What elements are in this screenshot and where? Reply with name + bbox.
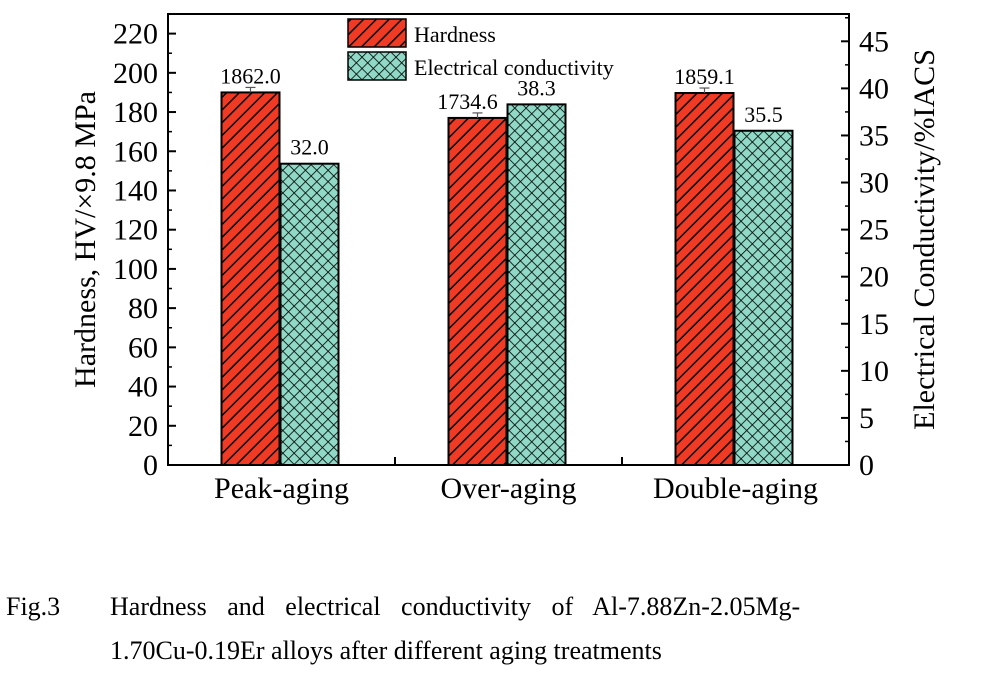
figure-caption-text-2: 1.70Cu-0.19Er alloys after different agi…	[110, 636, 662, 665]
y2-tick-label-7: 35	[859, 119, 889, 152]
x-tick-label-1: Peak-aging	[214, 472, 349, 505]
bar-conductivity-3	[733, 129, 794, 467]
bar-conductivity-1	[279, 162, 340, 467]
chart: 1862.0 32.0 Peak-aging 1734.6 38.3 Over-aging…	[69, 13, 941, 505]
legend-swatch-conductivity	[347, 51, 407, 81]
data-label-hardness-1: 1862.0	[220, 63, 281, 88]
y2-tick-label-4: 20	[859, 261, 889, 294]
legend-swatch-hardness	[347, 18, 407, 48]
y2-tick-label-9: 45	[859, 25, 889, 58]
y2-tick-label-0: 0	[859, 449, 874, 482]
bar-hardness-2	[447, 116, 508, 466]
y-tick-label-7: 140	[113, 174, 158, 207]
ticks-group	[167, 17, 850, 466]
y-tick-label-0: 0	[143, 449, 158, 482]
figure-caption-text-1: Hardness and electrical conductivity of …	[110, 592, 801, 621]
legend-label-conductivity: Electrical conductivity	[414, 55, 614, 80]
y-tick-label-9: 180	[113, 96, 158, 129]
bar-hardness-3	[674, 92, 735, 466]
y-tick-label-8: 160	[113, 135, 158, 168]
y-tick-label-1: 20	[128, 410, 158, 443]
y-tick-label-6: 120	[113, 214, 158, 247]
y-tick-label-4: 80	[128, 292, 158, 325]
y2-tick-label-5: 25	[859, 214, 889, 247]
y-tick-label-5: 100	[113, 253, 158, 286]
data-label-hardness-2: 1734.6	[437, 89, 498, 114]
bar-conductivity-2	[506, 103, 567, 466]
y2-axis-label: Electrical Conductivity/%IACS	[908, 49, 941, 430]
data-label-conductivity-3: 35.5	[744, 102, 783, 127]
y-axis-label: Hardness, HV/×9.8 MPa	[69, 91, 102, 388]
data-label-conductivity-1: 32.0	[290, 135, 329, 160]
y2-tick-label-1: 5	[859, 402, 874, 435]
y-tick-label-3: 60	[128, 331, 158, 364]
plot-frame	[167, 13, 850, 466]
y-tick-label-11: 220	[113, 18, 158, 51]
y2-tick-label-3: 15	[859, 308, 889, 341]
x-tick-label-3: Double-aging	[653, 472, 818, 505]
data-label-hardness-3: 1859.1	[674, 64, 735, 89]
figure-label: Fig.3	[6, 592, 61, 621]
error-bars-group	[245, 86, 710, 118]
data-label-conductivity-2: 38.3	[517, 75, 556, 100]
y-tick-label-10: 200	[113, 57, 158, 90]
bar-hardness-1	[220, 91, 281, 466]
y2-tick-label-6: 30	[859, 167, 889, 200]
y-tick-label-2: 40	[128, 371, 158, 404]
legend: Hardness Electrical conductivity	[347, 18, 614, 81]
y2-tick-label-8: 40	[859, 72, 889, 105]
y2-tick-label-2: 10	[859, 355, 889, 388]
labels-group: 1862.0 32.0 Peak-aging 1734.6 38.3 Over-aging…	[69, 18, 941, 505]
legend-label-hardness: Hardness	[414, 22, 496, 47]
x-tick-label-2: Over-aging	[440, 472, 576, 505]
